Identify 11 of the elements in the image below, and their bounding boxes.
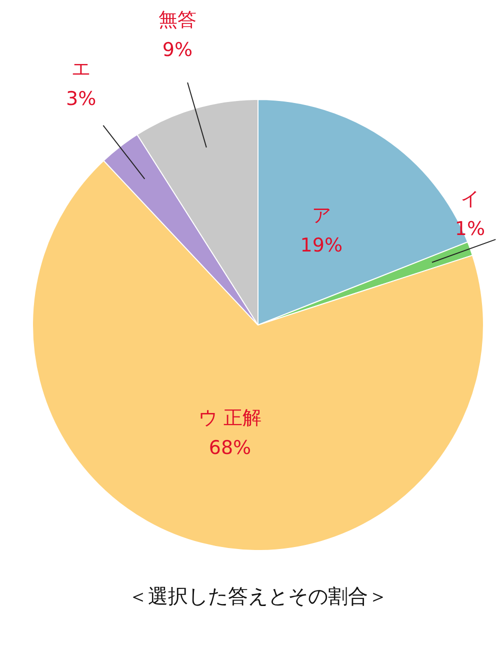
data-label: 68% xyxy=(208,437,252,460)
data-label: 1% xyxy=(454,218,486,240)
data-label: 19% xyxy=(300,234,342,257)
slice-label: ウ 正解 xyxy=(198,407,262,430)
data-label: 9% xyxy=(162,38,193,61)
slice-label: ア xyxy=(312,204,331,227)
slice-label: 無答 xyxy=(158,8,196,31)
data-label: 3% xyxy=(66,88,96,110)
slice-label: エ xyxy=(72,58,91,80)
slice-label: イ xyxy=(460,188,480,210)
text: ＜選択した答えとその割合＞ xyxy=(128,584,388,608)
